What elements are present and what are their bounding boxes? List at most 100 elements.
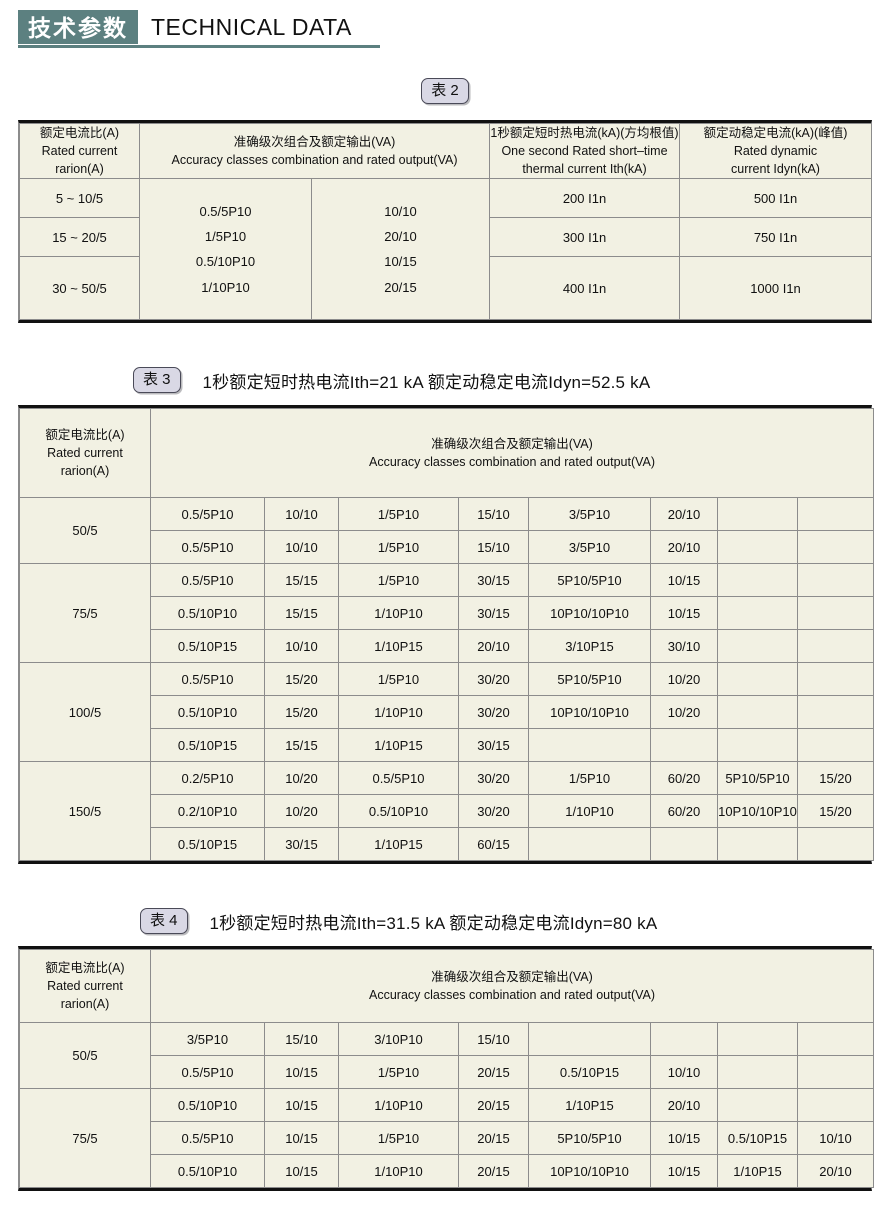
data-cell: 3/5P10 [150,1022,265,1057]
data-cell: 0.5/5P10 [338,761,459,796]
data-cell: 5P10/5P10 [717,761,798,796]
table-row: 0.5/10P15 10/10 1/10P15 20/10 3/10P15 30/10 [20,629,875,664]
data-cell: 1/10P15 [717,1154,798,1189]
accuracy-output-line: 10/10 [384,203,417,219]
table3-col-ratio: 额定电流比(A) Rated current rarion(A) [19,408,151,499]
table4-caption-row: 表 4 1秒额定短时热电流Ith=31.5 kA 额定动稳定电流Idyn=80 … [0,908,890,935]
data-cell: 10/15 [650,596,718,631]
table4-header-row: 额定电流比(A) Rated current rarion(A) 准确级次组合及… [19,949,875,1024]
header-en-line2: thermal current Ith(kA) [522,162,647,177]
data-cell: 0.2/5P10 [150,761,265,796]
data-cell: 1/5P10 [338,1055,459,1090]
page-title-english: TECHNICAL DATA [151,13,352,40]
data-cell: 10/10 [264,497,339,532]
data-cell: 30/15 [458,728,529,763]
data-cell: 0.5/10P10 [150,596,265,631]
data-cell: 10/15 [264,1121,339,1156]
data-cell: 10/20 [650,695,718,730]
accuracy-output-line: 20/10 [384,229,417,245]
table3-col-accuracy: 准确级次组合及额定输出(VA) Accuracy classes combina… [149,408,875,499]
data-cell: 15/15 [264,596,339,631]
data-cell: 30/15 [264,827,339,862]
data-cell: 15/20 [264,695,339,730]
data-cell [796,695,875,730]
data-cell: 1/10P10 [338,1154,459,1189]
data-cell: 30/15 [458,596,529,631]
data-cell: 20/10 [458,629,529,664]
data-cell [796,596,875,631]
data-cell: 30/15 [458,563,529,598]
data-cell [717,728,798,763]
table2-idyn-cell: 1000 I1n [679,256,872,321]
table4: 额定电流比(A) Rated current rarion(A) 准确级次组合及… [19,949,875,1189]
table2-header-row: 额定电流比(A) Rated current rarion(A) 准确级次组合及… [19,122,872,180]
header-en-line2: rarion(A) [60,997,110,1012]
data-cell [717,563,798,598]
page-title-underline [18,45,380,48]
data-cell: 30/20 [458,662,529,697]
data-cell: 0.2/10P10 [150,794,265,829]
data-cell: 0.5/5P10 [150,1121,265,1156]
data-cell: 15/15 [264,563,339,598]
header-en-line1: Rated dynamic [733,144,818,159]
data-cell: 30/20 [458,794,529,829]
data-cell: 1/5P10 [528,761,651,796]
data-cell: 0.5/10P15 [528,1055,651,1090]
table-row: 150/5 0.2/5P10 10/20 0.5/5P10 30/20 1/5P10 60/… [19,761,875,862]
data-cell: 1/10P10 [338,596,459,631]
data-cell: 1/5P10 [338,563,459,598]
table-row: 0.5/10P10 15/15 1/10P10 30/15 10P10/10P10 10/… [20,596,875,631]
data-cell: 30/10 [650,629,718,664]
data-cell: 15/10 [264,1022,339,1057]
header-en-line1: Rated current [47,446,123,461]
data-cell: 20/15 [458,1055,529,1090]
table4-body: 50/5 3/5P10 15/10 3/10P10 15/10 0.5/5P10 10/15… [19,1022,875,1189]
header-en-line2: current Idyn(kA) [731,162,820,177]
data-cell: 0.5/10P15 [150,629,265,664]
data-cell: 10P10/10P10 [717,794,798,829]
table-row: 0.2/10P10 10/20 0.5/10P10 30/20 1/10P10 60/20… [20,794,875,829]
table2-ith-cell: 200 I1n [489,178,680,219]
table-row: 0.5/5P10 10/15 1/5P10 20/15 5P10/5P10 10/15 0.… [20,1121,875,1156]
page-title-row: 技术参数 TECHNICAL DATA [18,10,380,44]
data-cell [717,662,798,697]
table4-col-accuracy: 准确级次组合及额定输出(VA) Accuracy classes combina… [149,949,875,1024]
table-row: 0.5/10P15 15/15 1/10P15 30/15 [20,728,875,763]
data-cell: 30/20 [458,761,529,796]
table2-ratio-cell: 15 ~ 20/5 [19,217,140,258]
accuracy-class-line: 0.5/5P10 [199,203,252,219]
data-cell: 0.5/10P15 [150,827,265,862]
data-cell [717,497,798,532]
table2-ith-cell: 400 I1n [489,256,680,321]
table-row: 0.5/10P10 10/15 1/10P10 20/15 10P10/10P10 10/… [20,1154,875,1189]
data-cell: 10/15 [650,1121,718,1156]
data-cell: 20/15 [458,1121,529,1156]
table3-container: 额定电流比(A) Rated current rarion(A) 准确级次组合及… [18,405,875,865]
data-cell [528,827,651,862]
table2-caption-row: 表 2 [0,78,890,104]
data-cell [796,1055,875,1090]
data-cell [717,1088,798,1123]
table3: 额定电流比(A) Rated current rarion(A) 准确级次组合及… [19,408,875,862]
data-cell: 1/10P15 [338,728,459,763]
accuracy-class-line: 0.5/10P10 [195,254,256,270]
data-cell: 30/20 [458,695,529,730]
table2-ratio-cell: 5 ~ 10/5 [19,178,140,219]
data-cell: 10/20 [264,794,339,829]
data-cell: 0.5/5P10 [150,662,265,697]
data-cell: 20/10 [650,497,718,532]
ratio-cell: 100/5 [19,662,151,763]
table-row: 0.5/10P15 30/15 1/10P15 60/15 [20,827,875,862]
table-row: 30 ~ 50/5 400 I1n 1000 I1n [19,256,872,321]
table-row: 15 ~ 20/5 300 I1n 750 I1n [19,217,872,258]
data-cell: 10/15 [650,563,718,598]
table-row: 75/5 0.5/5P10 15/15 1/5P10 30/15 5P10/5P10 10/… [19,563,875,664]
data-cell: 10/15 [264,1088,339,1123]
page-title-chinese: 技术参数 [18,10,138,44]
data-cell: 0.5/5P10 [150,563,265,598]
data-cell: 1/10P15 [338,827,459,862]
data-cell [717,1055,798,1090]
data-cell: 0.5/10P10 [150,695,265,730]
data-cell [796,662,875,697]
data-cell: 15/15 [264,728,339,763]
